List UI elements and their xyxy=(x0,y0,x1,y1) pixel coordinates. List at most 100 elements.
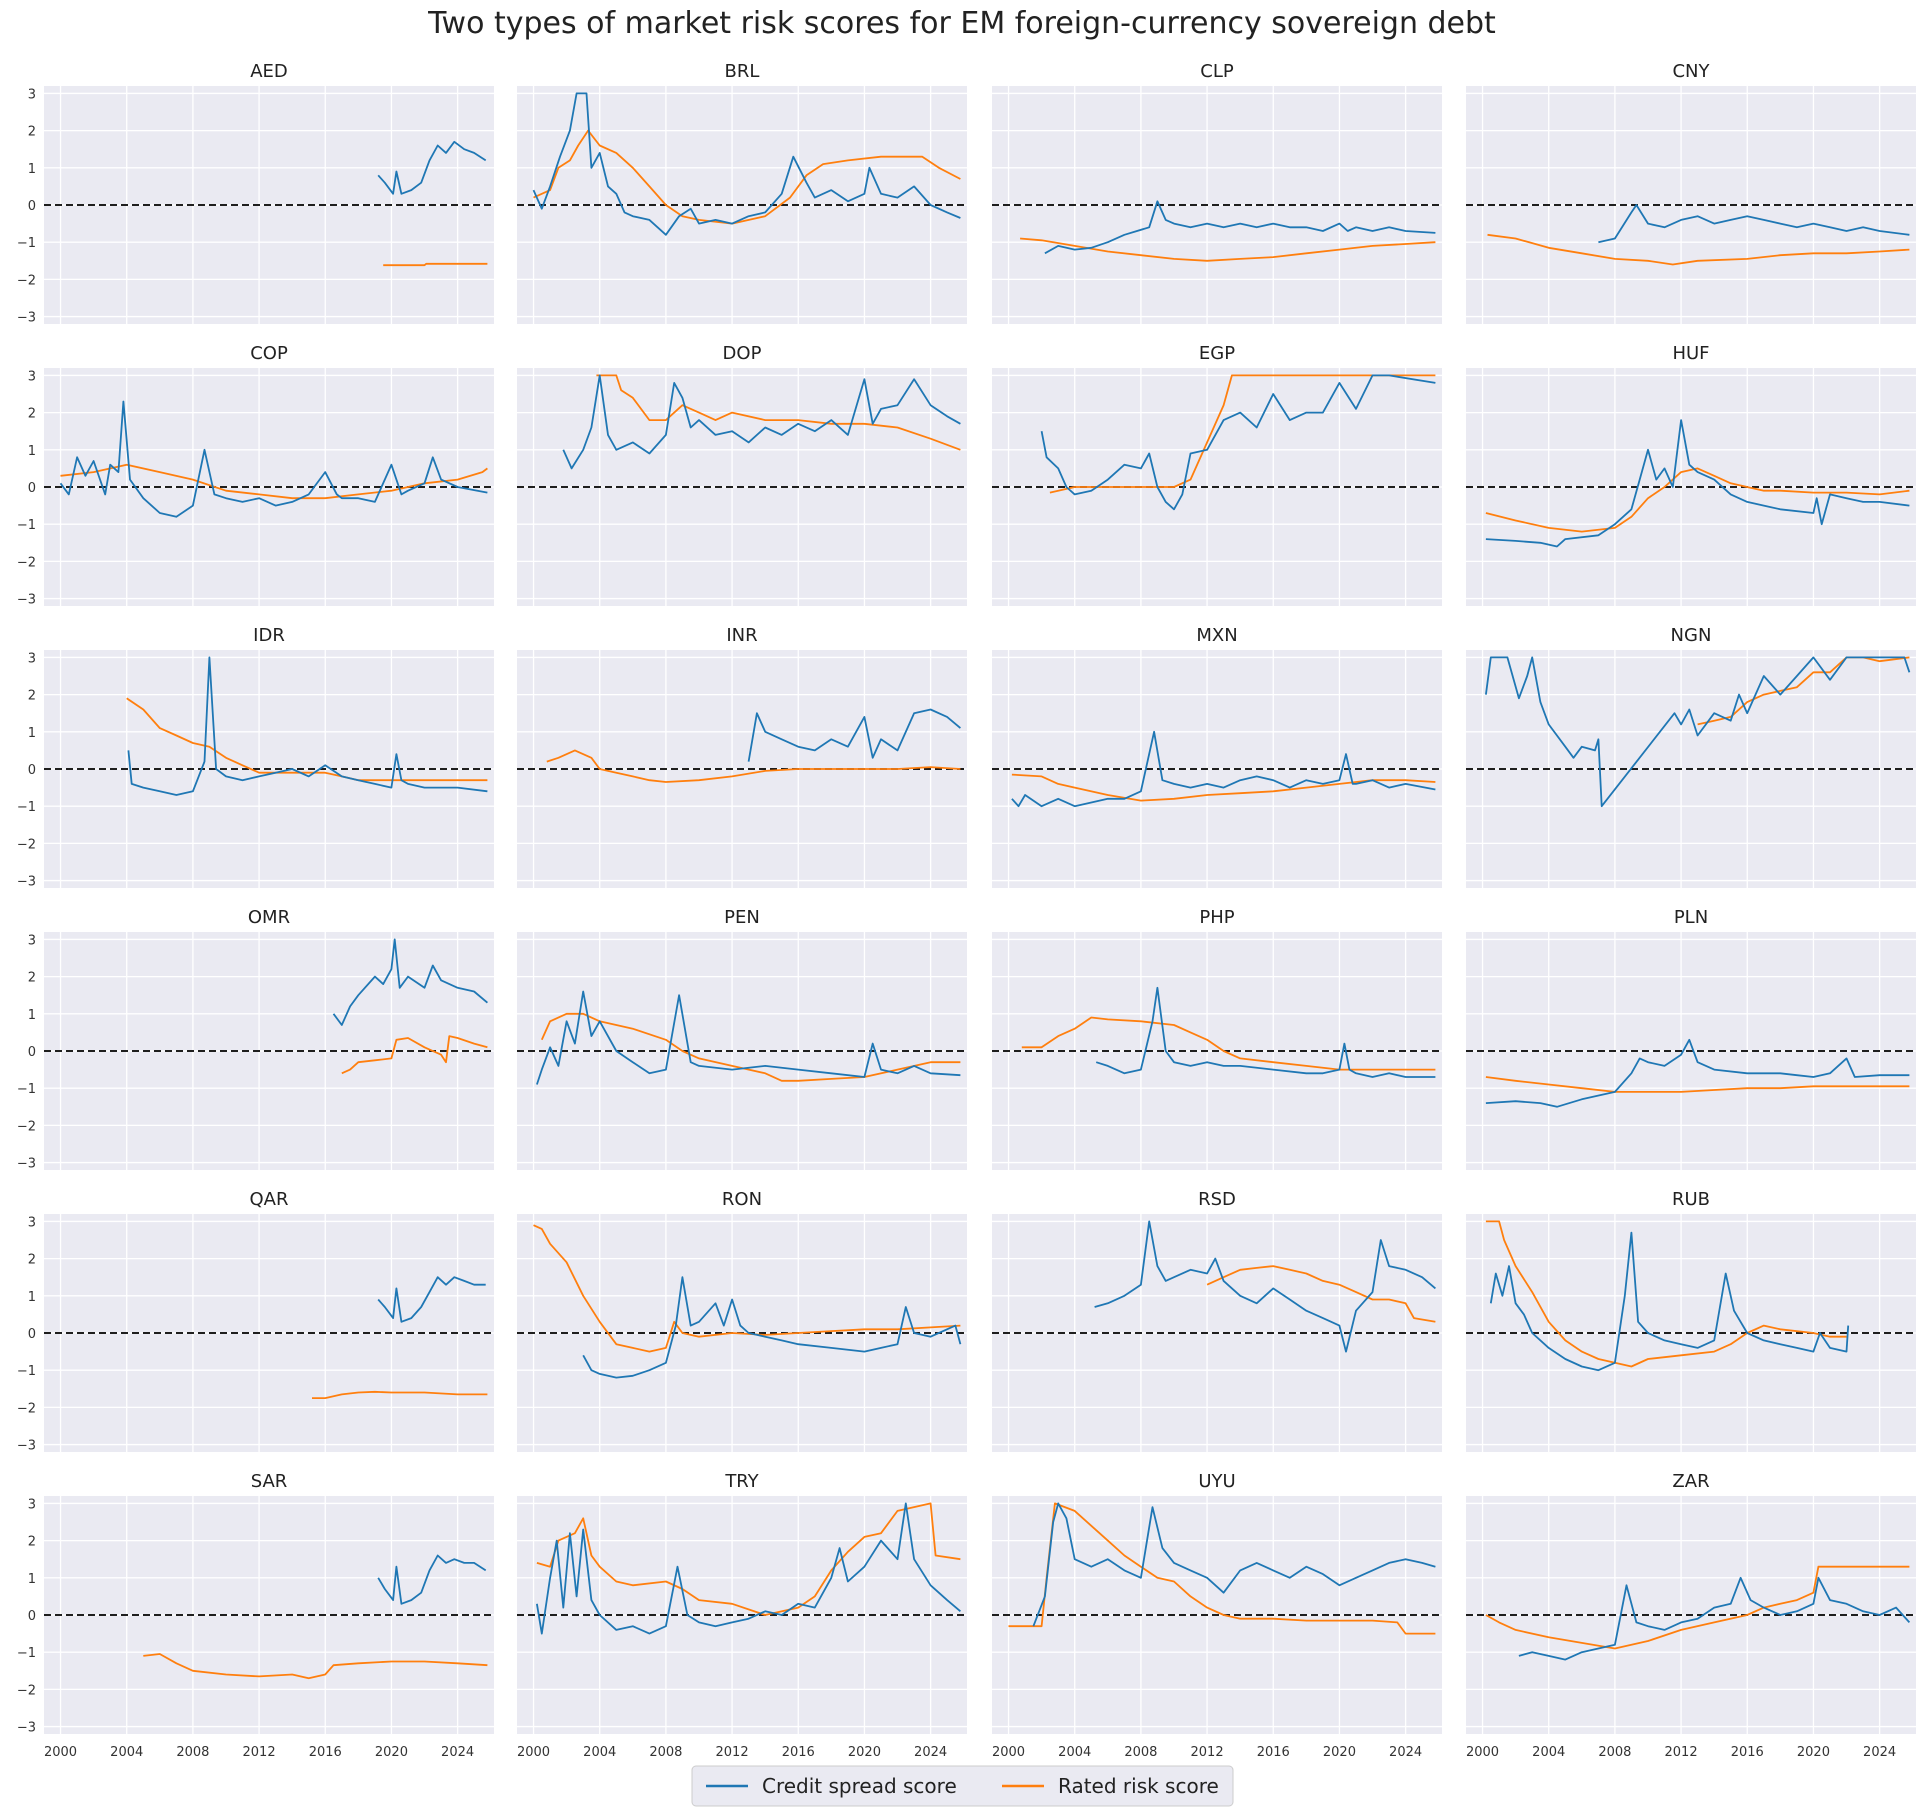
panel-title-ngn: NGN xyxy=(1671,625,1712,646)
y-tick-label: 3 xyxy=(28,933,36,948)
panel-huf: HUF xyxy=(1466,343,1916,606)
x-tick-label: 2016 xyxy=(1731,1745,1764,1760)
panel-title-rsd: RSD xyxy=(1198,1189,1236,1210)
panel-egp: EGP xyxy=(992,343,1442,606)
panel-idr: IDR 3 2 1 0 −1 −2 −3 xyxy=(17,625,494,890)
y-tick-label: −1 xyxy=(17,1646,36,1661)
y-tick-label: −3 xyxy=(17,875,36,890)
series-credit-php xyxy=(1095,986,1436,1078)
y-tick-label: −1 xyxy=(17,518,36,533)
panel-title-aed: AED xyxy=(250,61,288,82)
panel-grid: AED 3 2 1 0 −1 −2 −3 BRL CLP CNY COP 3 2 1 0 −1 −2 −3 DOP EG… xyxy=(17,61,1916,1760)
series-rated-omr xyxy=(341,1035,488,1075)
panel-title-zar: ZAR xyxy=(1672,1471,1709,1492)
x-tick-label: 2020 xyxy=(848,1745,881,1760)
panel-rsd: RSD xyxy=(992,1189,1442,1452)
x-tick-label: 2008 xyxy=(1598,1745,1631,1760)
x-tick-label: 2012 xyxy=(243,1745,276,1760)
panel-title-huf: HUF xyxy=(1672,343,1709,364)
panel-title-brl: BRL xyxy=(725,61,760,82)
y-tick-label: −3 xyxy=(17,1721,36,1736)
y-tick-label: −2 xyxy=(17,837,36,852)
y-tick-label: 1 xyxy=(28,162,36,177)
y-tick-label: 1 xyxy=(28,1572,36,1587)
series-credit-qar xyxy=(377,1276,486,1323)
series-rated-inr xyxy=(546,749,961,783)
series-credit-zar xyxy=(1518,1576,1911,1661)
y-tick-label: −1 xyxy=(17,1364,36,1379)
series-rated-rub xyxy=(1485,1220,1847,1368)
y-tick-label: 3 xyxy=(28,651,36,666)
y-tick-label: −2 xyxy=(17,1683,36,1698)
series-credit-pln xyxy=(1485,1038,1910,1108)
panel-uyu: UYU 2000 2004 2008 2012 2016 2020 2024 xyxy=(992,1471,1442,1760)
y-tick-label: −3 xyxy=(17,311,36,326)
panel-try: TRY 2000 2004 2008 2012 2016 2020 2024 xyxy=(517,1471,967,1760)
x-tick-label: 2000 xyxy=(1466,1745,1499,1760)
x-tick-label: 2024 xyxy=(1863,1745,1896,1760)
panel-title-inr: INR xyxy=(726,625,757,646)
series-rated-rsd xyxy=(1206,1265,1436,1323)
panel-clp: CLP xyxy=(992,61,1442,324)
series-rated-dop xyxy=(596,374,961,451)
panel-php: PHP xyxy=(992,907,1442,1170)
panel-title-idr: IDR xyxy=(253,625,285,646)
series-credit-mxn xyxy=(1011,730,1436,808)
y-tick-label: −2 xyxy=(17,1401,36,1416)
panel-title-dop: DOP xyxy=(723,343,762,364)
x-tick-label: 2008 xyxy=(649,1745,682,1760)
panel-title-php: PHP xyxy=(1199,907,1234,928)
series-credit-idr xyxy=(127,656,488,796)
x-tick-label: 2016 xyxy=(782,1745,815,1760)
panel-title-cny: CNY xyxy=(1672,61,1710,82)
legend-box xyxy=(691,1765,1234,1807)
y-tick-label: 1 xyxy=(28,1290,36,1305)
y-tick-label: −3 xyxy=(17,593,36,608)
series-rated-brl xyxy=(533,129,961,225)
x-tick-label: 2012 xyxy=(716,1745,749,1760)
panel-title-pln: PLN xyxy=(1674,907,1708,928)
series-rated-cny xyxy=(1487,233,1910,266)
legend-rated-label: Rated risk score xyxy=(1058,1774,1219,1798)
x-tick-label: 2020 xyxy=(375,1745,408,1760)
panel-cny: CNY xyxy=(1466,61,1916,324)
panel-ron: RON xyxy=(517,1189,967,1452)
series-rated-sar xyxy=(143,1653,488,1680)
panel-inr: INR xyxy=(517,625,967,888)
y-tick-label: −1 xyxy=(17,1082,36,1097)
y-tick-label: 3 xyxy=(28,369,36,384)
y-tick-label: 2 xyxy=(28,407,36,422)
legend: Credit spread score Rated risk score xyxy=(691,1765,1234,1807)
panel-pen: PEN xyxy=(517,907,967,1170)
series-rated-php xyxy=(1021,1016,1436,1071)
y-tick-label: 0 xyxy=(28,1327,36,1342)
x-tick-label: 2008 xyxy=(1124,1745,1157,1760)
series-rated-try xyxy=(536,1502,961,1616)
panel-title-ron: RON xyxy=(722,1189,762,1210)
series-rated-ron xyxy=(533,1224,961,1353)
series-credit-uyu xyxy=(1032,1502,1436,1627)
series-credit-pen xyxy=(536,990,961,1085)
series-credit-cny xyxy=(1598,204,1910,244)
panel-title-cop: COP xyxy=(250,343,288,364)
y-tick-label: 0 xyxy=(28,1609,36,1624)
panel-title-sar: SAR xyxy=(251,1471,288,1492)
x-tick-label: 2000 xyxy=(517,1745,550,1760)
x-tick-label: 2016 xyxy=(1257,1745,1290,1760)
y-tick-label: 1 xyxy=(28,1008,36,1023)
series-credit-try xyxy=(536,1502,961,1635)
y-tick-label: 2 xyxy=(28,689,36,704)
panel-brl: BRL xyxy=(517,61,967,324)
y-tick-label: 2 xyxy=(28,1535,36,1550)
y-tick-label: −1 xyxy=(17,236,36,251)
x-tick-label: 2004 xyxy=(110,1745,143,1760)
y-tick-label: 1 xyxy=(28,726,36,741)
series-rated-cop xyxy=(60,463,488,500)
panel-title-try: TRY xyxy=(724,1471,759,1492)
y-tick-label: −2 xyxy=(17,555,36,570)
panel-title-qar: QAR xyxy=(250,1189,289,1210)
panel-cop: COP 3 2 1 0 −1 −2 −3 xyxy=(17,343,494,608)
panel-title-egp: EGP xyxy=(1199,343,1235,364)
x-tick-label: 2000 xyxy=(992,1745,1025,1760)
